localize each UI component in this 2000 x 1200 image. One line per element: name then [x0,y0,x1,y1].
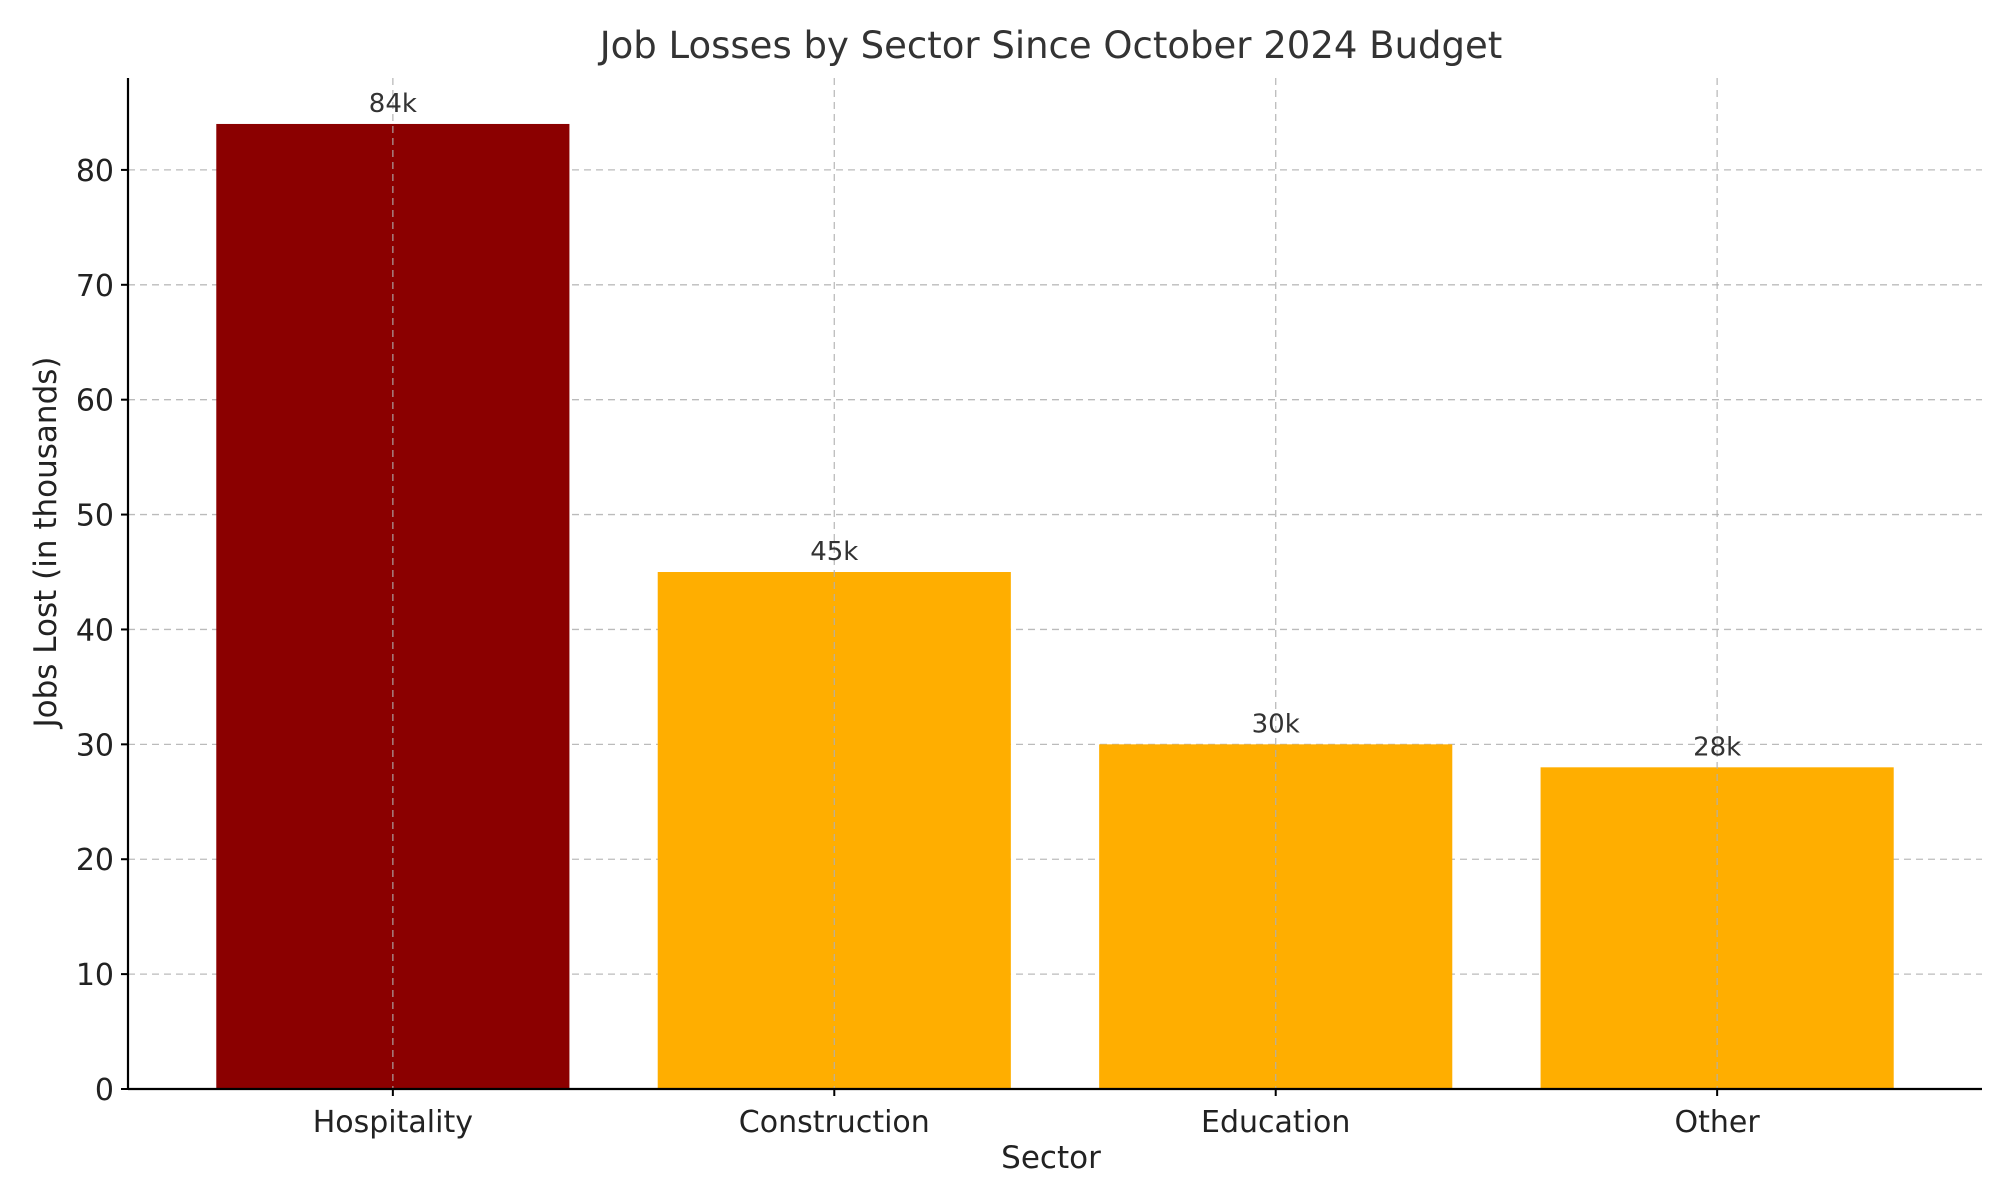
y-tick-label: 80 [76,154,114,189]
x-tick-label: Construction [739,1105,930,1140]
y-tick-label: 30 [76,728,114,763]
x-tick-label: Other [1675,1105,1761,1140]
y-tick-label: 70 [76,269,114,304]
bars [216,123,1894,1090]
tick-and-data-labels: 84k Hospitality 45k Construction 30k Educatio… [76,89,1761,1140]
x-axis-label: Sector [1001,1140,1101,1176]
y-axis-label: Jobs Lost (in thousands) [28,357,64,730]
y-tick-label: 10 [76,958,114,993]
y-tick-label: 20 [76,843,114,878]
bar-other [1540,767,1894,1089]
data-label: 30k [1252,709,1300,739]
y-tick-label: 60 [76,384,114,419]
x-tick-label: Education [1201,1105,1350,1140]
vertical-grid-lines [392,78,1718,1089]
data-label: 45k [810,537,858,567]
bar-construction [657,572,1011,1089]
y-tick-label: 50 [76,499,114,534]
x-tick-label: Hospitality [313,1105,473,1140]
axes [121,78,1982,1096]
y-tick-label: 0 [95,1073,114,1108]
y-tick-label: 40 [76,613,114,648]
chart-title: Job Losses by Sector Since October 2024 … [598,24,1503,67]
data-label: 84k [369,89,417,119]
bar-education [1099,744,1453,1089]
grid-lines [128,169,1982,975]
data-label: 28k [1693,732,1741,762]
